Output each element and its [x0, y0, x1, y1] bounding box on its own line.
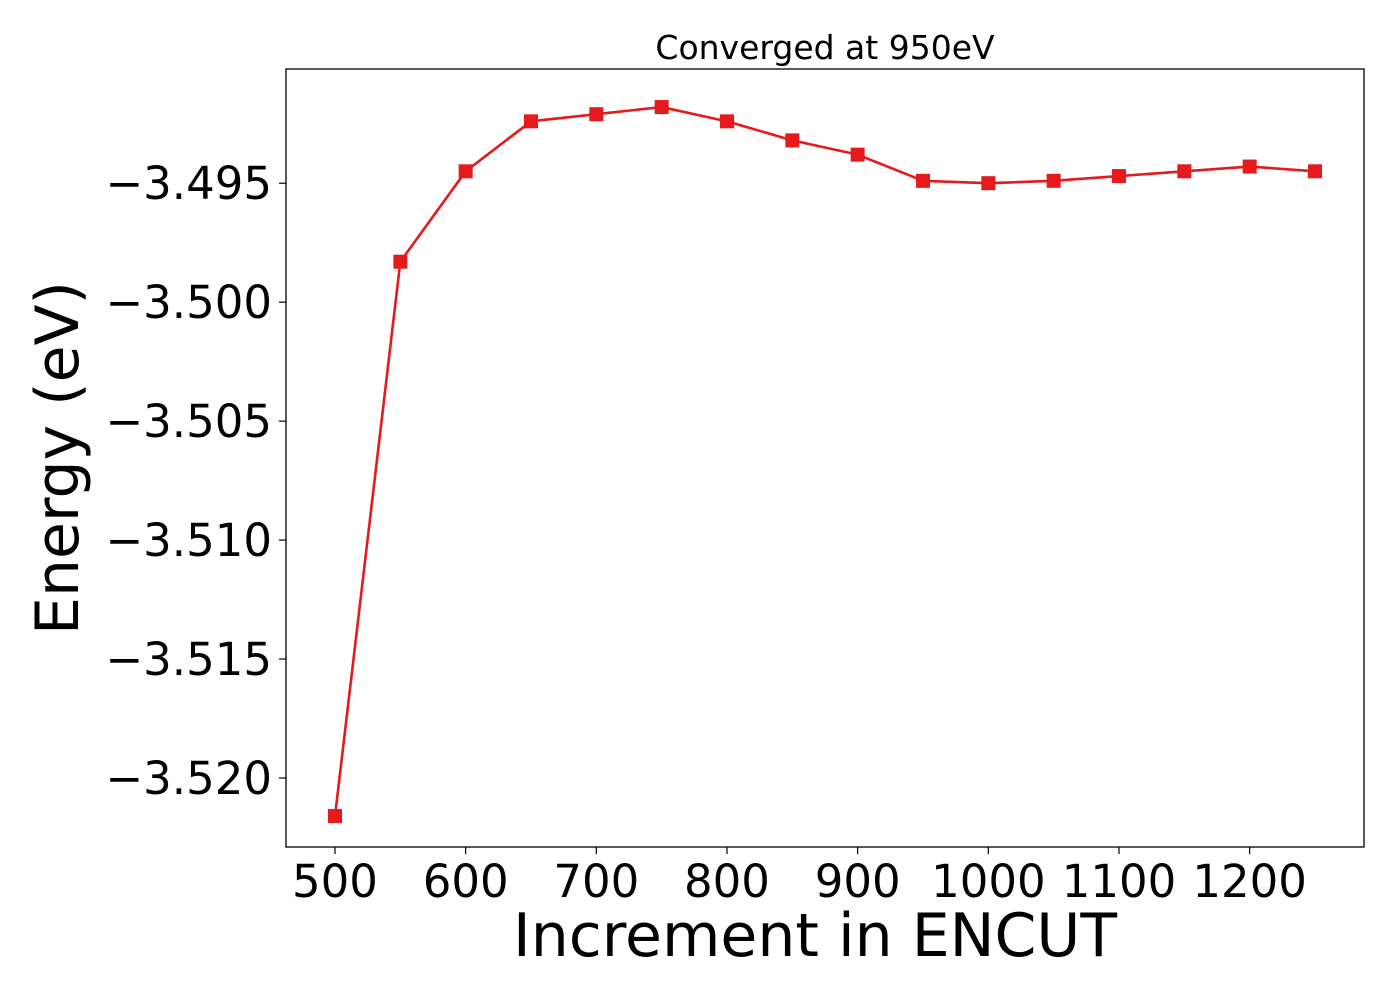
x-tick-label: 700	[553, 855, 639, 908]
y-tick-label: −3.495	[105, 157, 272, 210]
data-point	[916, 173, 930, 188]
data-point	[589, 107, 604, 122]
x-tick-label: 900	[815, 855, 901, 908]
data-point	[981, 176, 996, 191]
x-tick-label: 1000	[931, 855, 1046, 908]
data-point	[1308, 164, 1322, 179]
data-point	[524, 114, 538, 129]
data-point	[1242, 159, 1257, 174]
data-point	[328, 809, 342, 824]
data-point	[393, 254, 408, 269]
x-tick-label: 500	[292, 855, 378, 908]
data-point	[1046, 173, 1061, 188]
y-tick-label: −3.520	[105, 752, 272, 805]
y-tick-label: −3.510	[105, 514, 272, 567]
data-point	[1112, 169, 1126, 184]
plot-frame	[285, 68, 1365, 848]
data-point	[850, 147, 865, 162]
data-point	[1177, 164, 1192, 179]
x-tick-label: 600	[423, 855, 509, 908]
x-tick-label: 800	[684, 855, 770, 908]
data-point	[458, 164, 473, 179]
series-layer	[328, 100, 1322, 824]
series-line	[333, 105, 1316, 817]
x-axis-ticks: 500 600 700 800 900 1000 1100 1200	[292, 847, 1307, 908]
x-axis-label: Increment in ENCUT	[513, 901, 1117, 971]
y-tick-label: −3.515	[105, 633, 272, 686]
y-tick-label: −3.505	[105, 395, 272, 448]
data-point	[720, 114, 734, 129]
y-tick-label: −3.500	[105, 276, 272, 329]
x-tick-label: 1100	[1062, 855, 1177, 908]
x-tick-label: 1200	[1192, 855, 1307, 908]
chart-title: Converged at 950eV	[655, 28, 995, 67]
y-axis-label: Energy (eV)	[23, 281, 93, 635]
y-axis-ticks: −3.495 −3.500 −3.505 −3.510 −3.515 −3.520	[105, 157, 286, 805]
data-point	[785, 133, 800, 148]
data-point	[654, 100, 669, 115]
